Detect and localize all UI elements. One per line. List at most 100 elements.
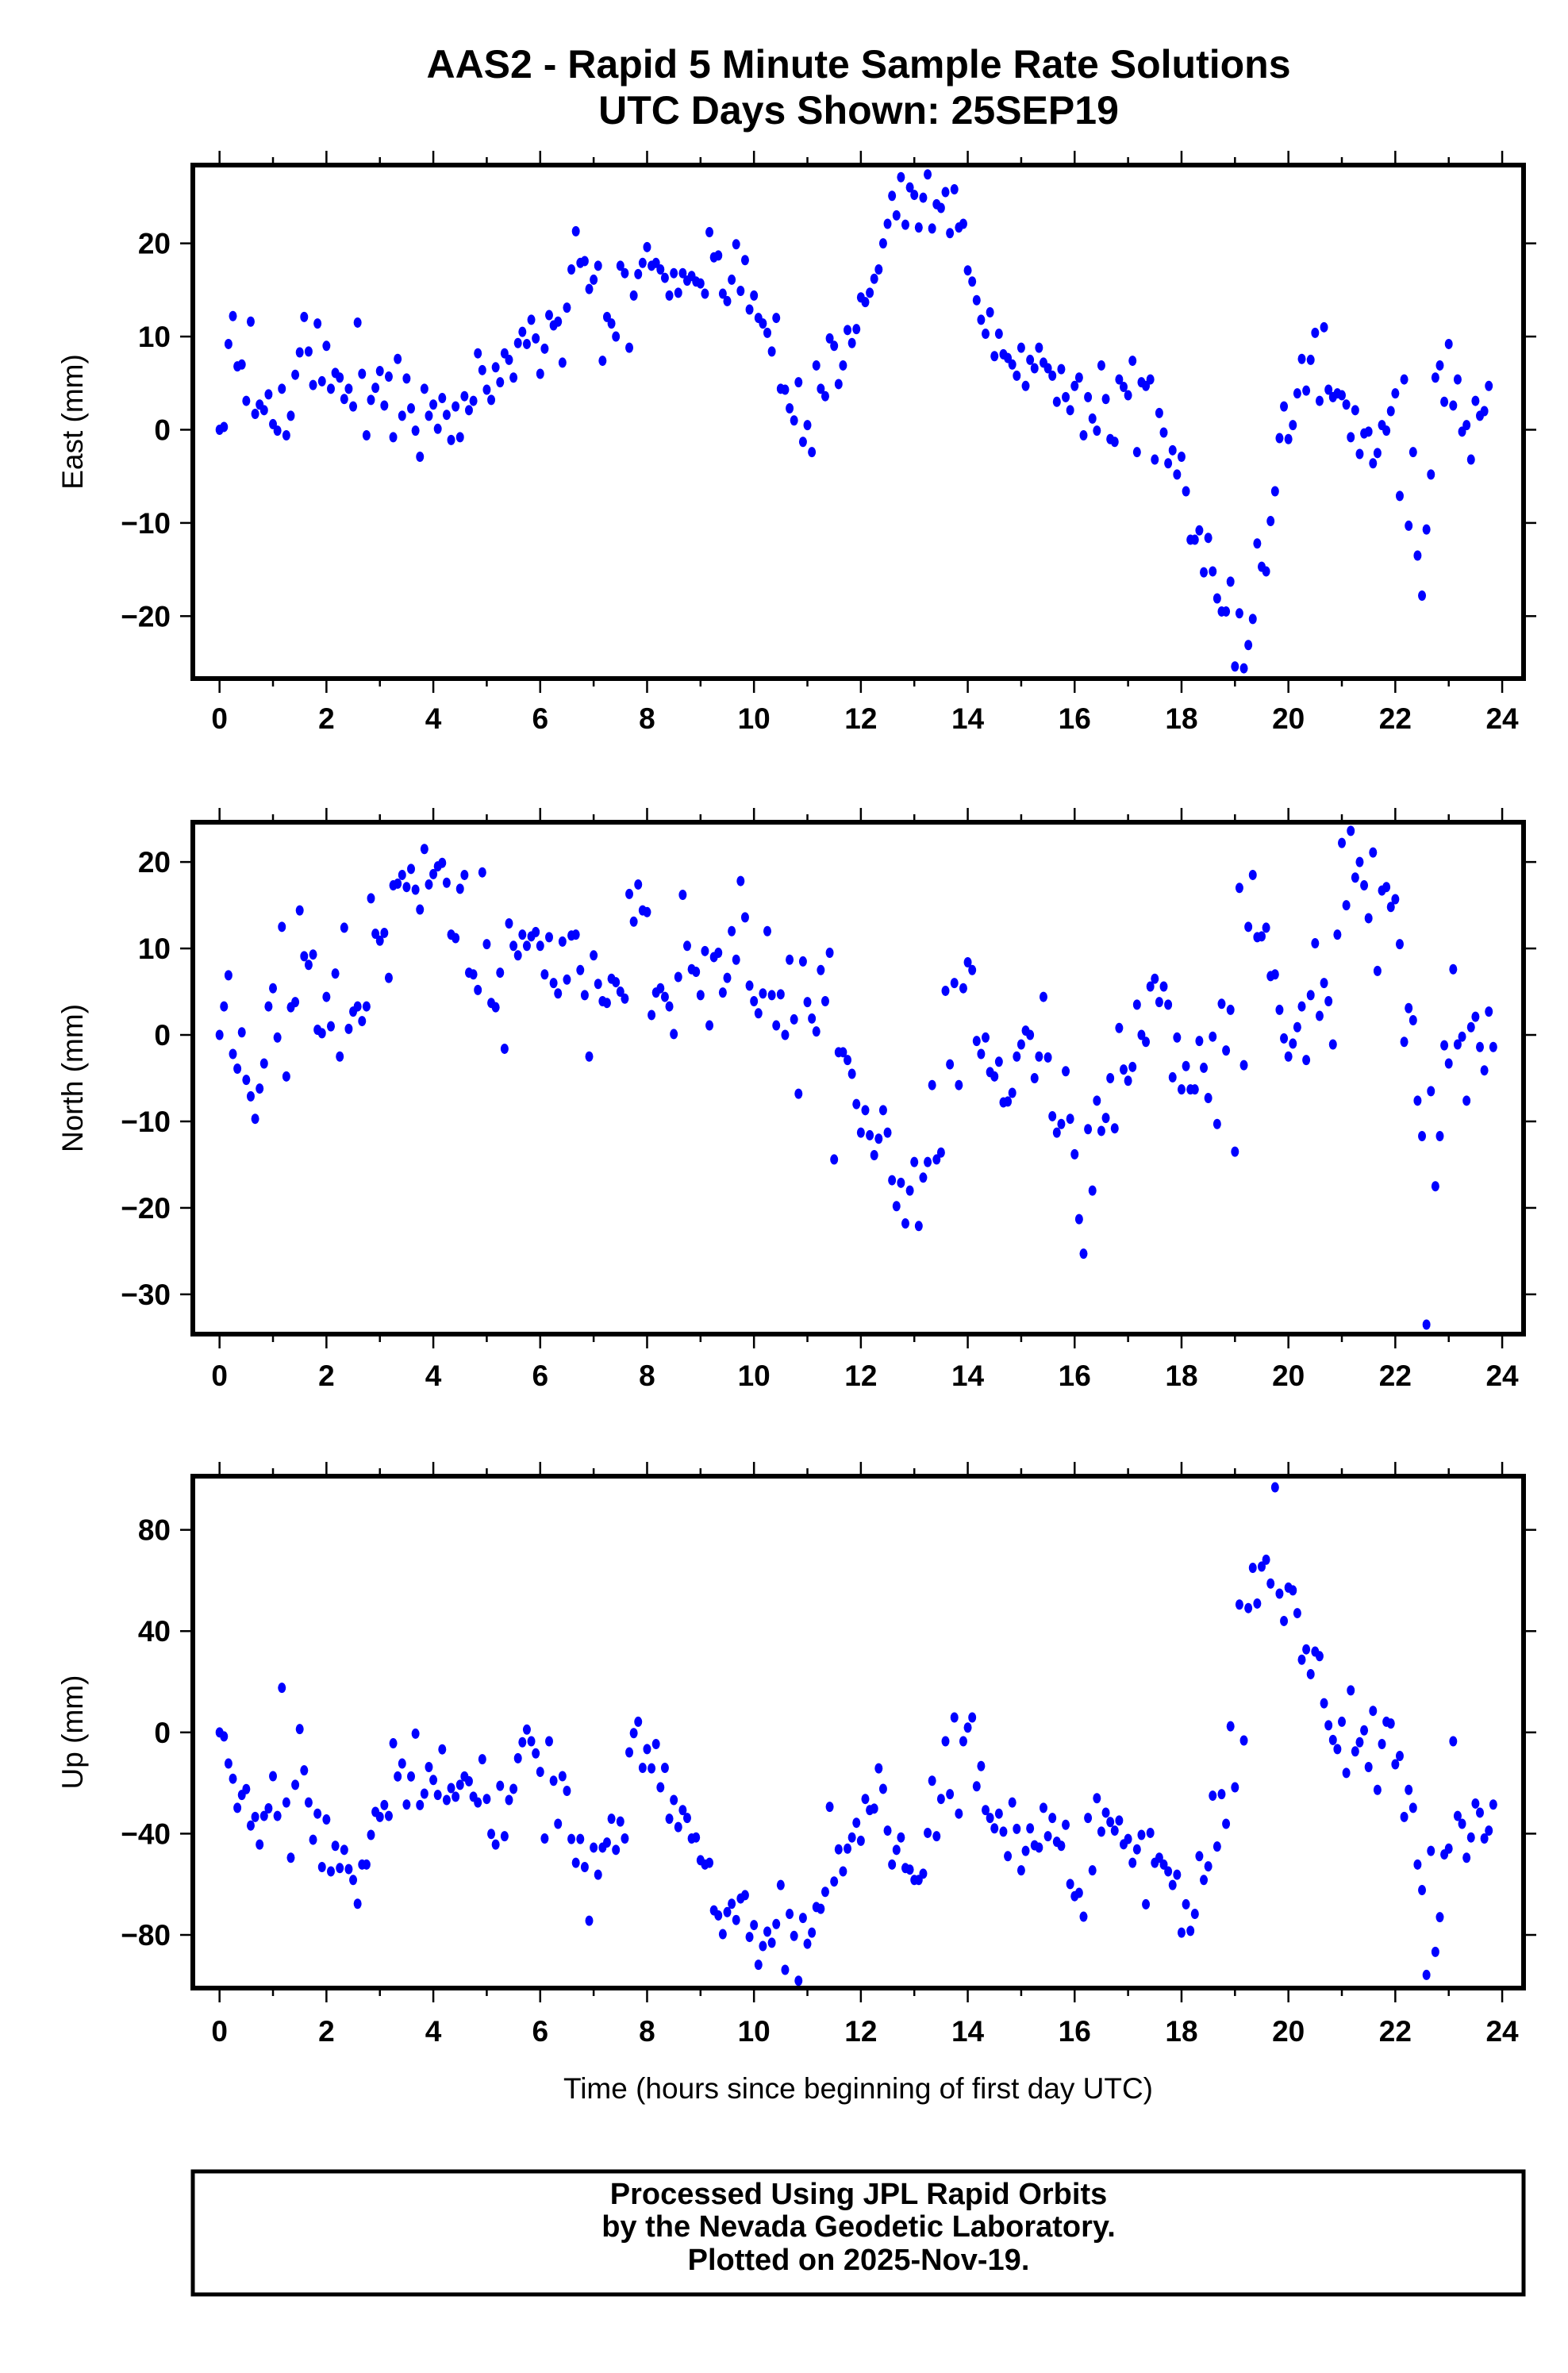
data-point <box>1431 372 1439 383</box>
x-tick-label: 12 <box>844 1360 877 1392</box>
data-point <box>1280 1033 1289 1044</box>
data-point <box>1048 1813 1057 1824</box>
data-point <box>420 1788 429 1799</box>
data-point <box>839 1047 847 1058</box>
data-point <box>946 1789 955 1800</box>
data-point <box>808 447 817 458</box>
data-point <box>460 869 469 880</box>
data-point <box>1270 486 1279 497</box>
data-point <box>273 1032 282 1043</box>
data-point <box>1453 1810 1462 1821</box>
data-point <box>1137 1029 1146 1040</box>
data-point <box>1485 380 1493 391</box>
data-point <box>1008 359 1017 370</box>
data-point <box>982 329 990 340</box>
data-point <box>1190 1909 1199 1920</box>
data-point <box>1275 433 1284 444</box>
data-point <box>242 1783 251 1794</box>
data-point <box>1101 1807 1110 1818</box>
data-point <box>353 317 362 328</box>
data-point <box>878 238 887 249</box>
data-point <box>452 401 460 412</box>
data-point <box>656 1782 665 1793</box>
data-point <box>344 383 353 394</box>
data-point <box>438 857 447 868</box>
data-point <box>883 218 892 229</box>
data-point <box>264 1001 273 1012</box>
data-point <box>571 1857 580 1868</box>
data-point <box>474 1797 482 1808</box>
data-point <box>1275 1004 1284 1015</box>
data-point <box>1200 567 1209 578</box>
data-point <box>1289 420 1297 431</box>
data-point <box>1062 1819 1070 1830</box>
data-point <box>1066 405 1074 416</box>
data-point <box>728 1898 736 1910</box>
data-point <box>371 929 380 940</box>
data-point <box>847 1068 856 1079</box>
data-point <box>1097 1125 1105 1137</box>
data-point <box>1253 538 1262 549</box>
data-point <box>959 218 967 229</box>
data-point <box>259 405 268 416</box>
data-point <box>1462 1852 1471 1863</box>
data-point <box>1084 1813 1093 1824</box>
data-point <box>638 257 647 268</box>
data-point <box>1297 353 1306 364</box>
data-point <box>1026 1823 1035 1834</box>
east-points <box>215 169 1493 674</box>
data-point <box>1480 1065 1489 1076</box>
data-point <box>1422 524 1431 535</box>
data-point <box>1360 880 1369 891</box>
data-point <box>759 1940 767 1952</box>
data-point <box>1315 1010 1324 1021</box>
data-point <box>1062 1066 1070 1077</box>
data-point <box>616 987 625 998</box>
data-point <box>1248 1562 1257 1573</box>
data-point <box>674 287 682 298</box>
data-point <box>286 1852 295 1863</box>
data-point <box>740 912 749 923</box>
x-tick-label: 2 <box>318 1360 335 1392</box>
data-point <box>994 329 1003 340</box>
data-point <box>1324 384 1333 395</box>
data-point <box>1395 939 1404 950</box>
data-point <box>812 1026 821 1037</box>
data-point <box>1466 1021 1475 1033</box>
data-point <box>1159 427 1168 438</box>
data-point <box>674 971 682 983</box>
y-axis-label: Up (mm) <box>56 1675 89 1790</box>
data-point <box>1475 1041 1484 1052</box>
data-point <box>625 1747 634 1758</box>
data-point <box>1101 394 1110 405</box>
data-point <box>1400 1037 1409 1048</box>
data-point <box>256 1083 264 1094</box>
data-point <box>1373 1784 1382 1795</box>
data-point <box>220 1001 229 1012</box>
data-point <box>968 964 977 975</box>
data-point <box>1342 900 1351 911</box>
plot-frame <box>190 820 1526 1336</box>
data-point <box>670 267 678 279</box>
data-point <box>1128 1857 1137 1868</box>
data-point <box>304 346 313 357</box>
data-point <box>1364 426 1373 437</box>
x-tick-label: 8 <box>639 1360 655 1392</box>
data-point <box>1204 1093 1213 1104</box>
data-point <box>990 1823 999 1834</box>
data-point <box>1222 1818 1231 1829</box>
data-point <box>1097 360 1105 371</box>
data-point <box>1084 391 1093 402</box>
data-point <box>313 1808 322 1819</box>
data-point <box>607 1813 616 1825</box>
data-point <box>786 954 794 965</box>
data-point <box>1195 1036 1204 1047</box>
data-point <box>1226 1721 1235 1732</box>
data-point <box>834 379 843 390</box>
data-point <box>612 977 621 988</box>
data-point <box>1244 921 1253 933</box>
data-point <box>1262 922 1270 933</box>
data-point <box>371 383 380 394</box>
data-point <box>380 400 389 411</box>
